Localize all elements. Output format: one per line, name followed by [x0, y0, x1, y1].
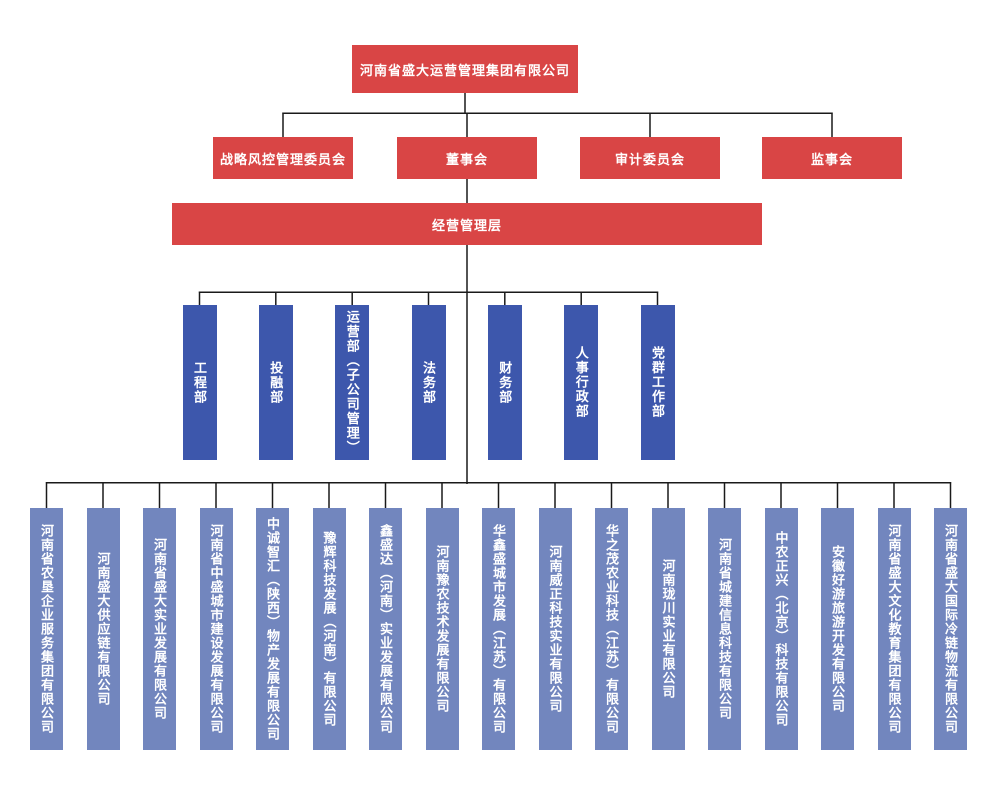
dept-box-legal: 法务部 [411, 305, 446, 460]
subsidiary-box: 豫辉科技发展（河南）有限公司 [312, 508, 346, 750]
subsidiary-box: 安徽好游旅游开发有限公司 [821, 508, 854, 750]
subsidiary-box: 河南省盛大文化教育集团有限公司 [877, 508, 911, 750]
committee-box-supervisory: 监事会 [762, 137, 902, 179]
subsidiary-box: 河南盛大供应链有限公司 [86, 508, 120, 750]
subsidiary-box: 河南威正科技实业有限公司 [538, 508, 572, 750]
subsidiary-box: 河南省城建信息科技有限公司 [708, 508, 741, 750]
subsidiary-box: 河南省盛大国际冷链物流有限公司 [934, 508, 967, 750]
dept-box-engineering: 工程部 [182, 305, 217, 460]
committee-box-board: 董事会 [397, 137, 537, 179]
subsidiary-box: 鑫盛达（河南）实业发展有限公司 [369, 508, 402, 750]
subsidiary-box: 河南珑川实业有限公司 [651, 508, 685, 750]
subsidiary-box: 河南豫农技术发展有限公司 [425, 508, 459, 750]
dept-box-finance: 财务部 [487, 305, 522, 460]
subsidiary-box: 中农正兴（北京）科技有限公司 [764, 508, 798, 750]
subsidiary-box: 河南省盛大实业发展有限公司 [143, 508, 176, 750]
dept-box-party-work: 党群工作部 [640, 305, 675, 460]
committee-box-strategy-risk: 战略风控管理委员会 [213, 137, 353, 179]
subsidiary-box: 河南省中盛城市建设发展有限公司 [199, 508, 233, 750]
subsidiary-box: 华之茂农业科技（江苏）有限公司 [595, 508, 628, 750]
dept-box-hr-admin: 人事行政部 [564, 305, 599, 460]
subsidiary-box: 华鑫盛城市发展（江苏）有限公司 [482, 508, 515, 750]
committee-box-audit: 审计委员会 [580, 137, 720, 179]
subsidiary-box: 河南省农垦企业服务集团有限公司 [30, 508, 63, 750]
dept-box-operations: 运营部（子公司管理） [335, 305, 370, 460]
subsidiary-box: 中诚智汇（陕西）物产发展有限公司 [256, 508, 289, 750]
root-company-box: 河南省盛大运营管理集团有限公司 [352, 45, 578, 93]
dept-box-investment-finance: 投融部 [258, 305, 293, 460]
management-layer-box: 经营管理层 [172, 203, 762, 245]
